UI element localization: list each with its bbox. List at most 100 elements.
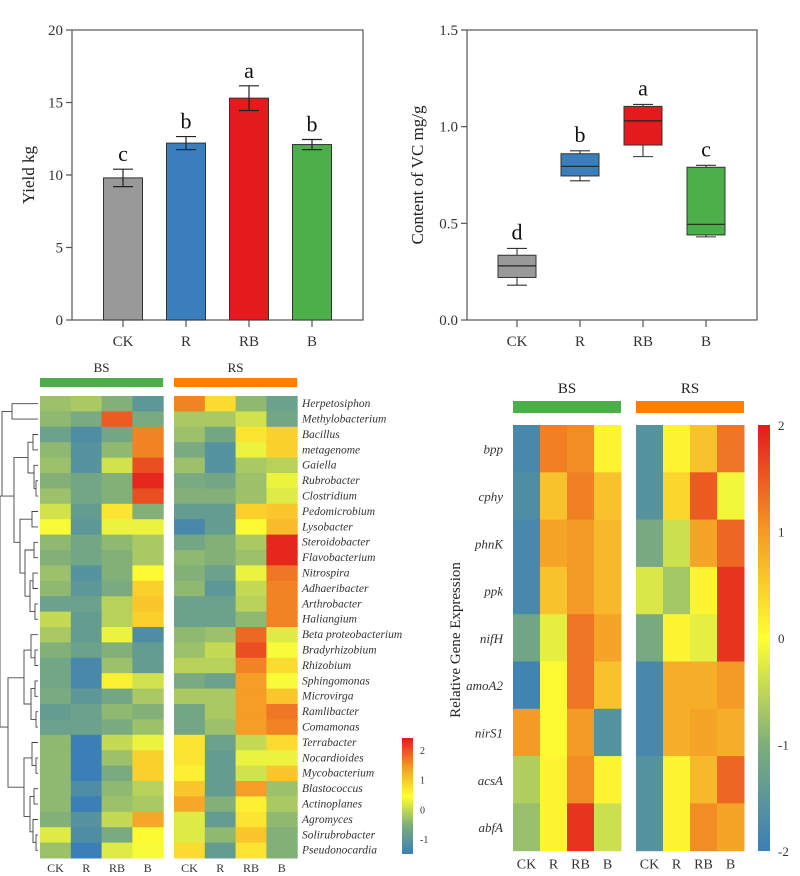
heatmap-cell — [40, 473, 72, 489]
heatmap-cell — [567, 708, 595, 757]
heatmap-cell — [266, 519, 298, 536]
box-rb — [623, 105, 663, 146]
column-label: CK — [640, 858, 659, 873]
heatmap-cell — [235, 473, 267, 489]
heatmap-cell — [40, 827, 72, 844]
row-label: Haliangium — [301, 614, 357, 626]
heatmap-cell — [174, 442, 206, 459]
heatmap-cell — [266, 796, 298, 813]
heatmap-cell — [70, 765, 103, 782]
heatmap-cell — [70, 842, 103, 859]
heatmap-cell — [513, 661, 541, 710]
dendrogram-branch — [11, 403, 38, 420]
heatmap-cell — [101, 811, 133, 828]
heatmap-cell — [513, 425, 541, 473]
heatmap-cell — [567, 425, 595, 473]
dendrogram-branch — [31, 742, 38, 767]
heatmap-cell — [567, 472, 595, 521]
heatmap-cell — [132, 811, 164, 828]
heatmap-cell — [663, 566, 691, 615]
heatmap-cell — [594, 708, 622, 757]
heatmap-cell — [40, 565, 72, 582]
heatmap-cell — [717, 519, 745, 568]
heatmap-cell — [663, 708, 691, 757]
heatmap-cell — [40, 688, 72, 705]
heatmap-cell — [266, 750, 298, 767]
heatmap-cell — [690, 519, 718, 568]
heatmap-cell — [101, 519, 133, 536]
y-tick-label: 15 — [48, 96, 63, 112]
row-label: Bacillus — [302, 429, 340, 441]
heatmap-cell — [174, 457, 206, 474]
heatmap-cell — [513, 519, 541, 568]
heatmap-cell — [132, 704, 164, 720]
heatmap-cell — [40, 627, 72, 643]
heatmap-cell — [663, 661, 691, 710]
group-bar-bs — [513, 401, 621, 413]
heatmap-cell — [40, 580, 72, 597]
column-label: RB — [109, 861, 125, 875]
heatmap-cell — [204, 488, 237, 505]
heatmap-cell — [101, 550, 133, 566]
heatmap-cell — [132, 627, 164, 643]
group-bar-bs — [40, 378, 164, 387]
heatmap-cell — [70, 503, 103, 520]
heatmap-cell — [132, 719, 164, 736]
y-axis-label: Relative Gene Expression — [448, 562, 464, 718]
heatmap-cell — [235, 811, 267, 828]
heatmap-cell — [174, 550, 206, 566]
colorbar-tick-label: -1 — [778, 738, 789, 753]
heatmap-cell — [101, 580, 133, 597]
column-label: R — [549, 858, 559, 873]
heatmap-cell — [717, 614, 745, 662]
dendrogram-branch — [33, 788, 38, 805]
heatmap-cell — [540, 803, 568, 852]
colorbar-tick-label: 2 — [420, 746, 425, 757]
significance-letter: d — [512, 219, 523, 244]
heatmap-cell — [132, 473, 164, 489]
heatmap-cell — [132, 734, 164, 751]
column-label: R — [672, 858, 682, 873]
row-label: Gaiella — [302, 460, 337, 472]
heatmap-cell — [174, 611, 206, 628]
heatmap-cell — [174, 796, 206, 813]
heatmap-cell — [101, 673, 133, 690]
heatmap-cell — [513, 708, 541, 757]
row-label: Pseudonocardia — [301, 845, 377, 857]
column-label: RB — [243, 861, 259, 875]
heatmap-cell — [174, 627, 206, 643]
heatmap-cell — [266, 704, 298, 720]
heatmap-cell — [40, 411, 72, 428]
heatmap-cell — [266, 473, 298, 489]
column-label: R — [82, 861, 90, 875]
heatmap-cell — [174, 673, 206, 690]
heatmap-cell — [204, 781, 237, 797]
heatmap-cell — [101, 842, 133, 859]
heatmap-cell — [132, 457, 164, 474]
heatmap-cell — [101, 611, 133, 628]
heatmap-cell — [70, 596, 103, 613]
heatmap-cell — [204, 396, 237, 412]
heatmap-cell — [40, 734, 72, 751]
heatmap-cell — [594, 472, 622, 521]
column-label: CK — [181, 861, 198, 875]
heatmap-cell — [40, 781, 72, 797]
heatmap-cells — [40, 396, 298, 859]
significance-letter: c — [701, 136, 711, 161]
heatmap-cell — [636, 425, 664, 473]
heatmap-cell — [174, 750, 206, 767]
heatmap-cell — [663, 614, 691, 662]
heatmap-cell — [204, 473, 237, 489]
heatmap-cell — [174, 688, 206, 705]
heatmap-cell — [204, 596, 237, 613]
dendrogram-branch — [35, 834, 38, 851]
heatmap-cell — [174, 657, 206, 674]
heatmap-cell — [40, 642, 72, 659]
y-axis-label: Yield kg — [19, 145, 38, 204]
heatmap-cell — [40, 488, 72, 505]
heatmap-cell — [132, 796, 164, 813]
heatmap-cell — [266, 719, 298, 736]
row-label: Herpetosiphon — [301, 398, 371, 410]
gene-label: amoA2 — [466, 678, 503, 693]
x-tick-label: CK — [113, 334, 134, 350]
